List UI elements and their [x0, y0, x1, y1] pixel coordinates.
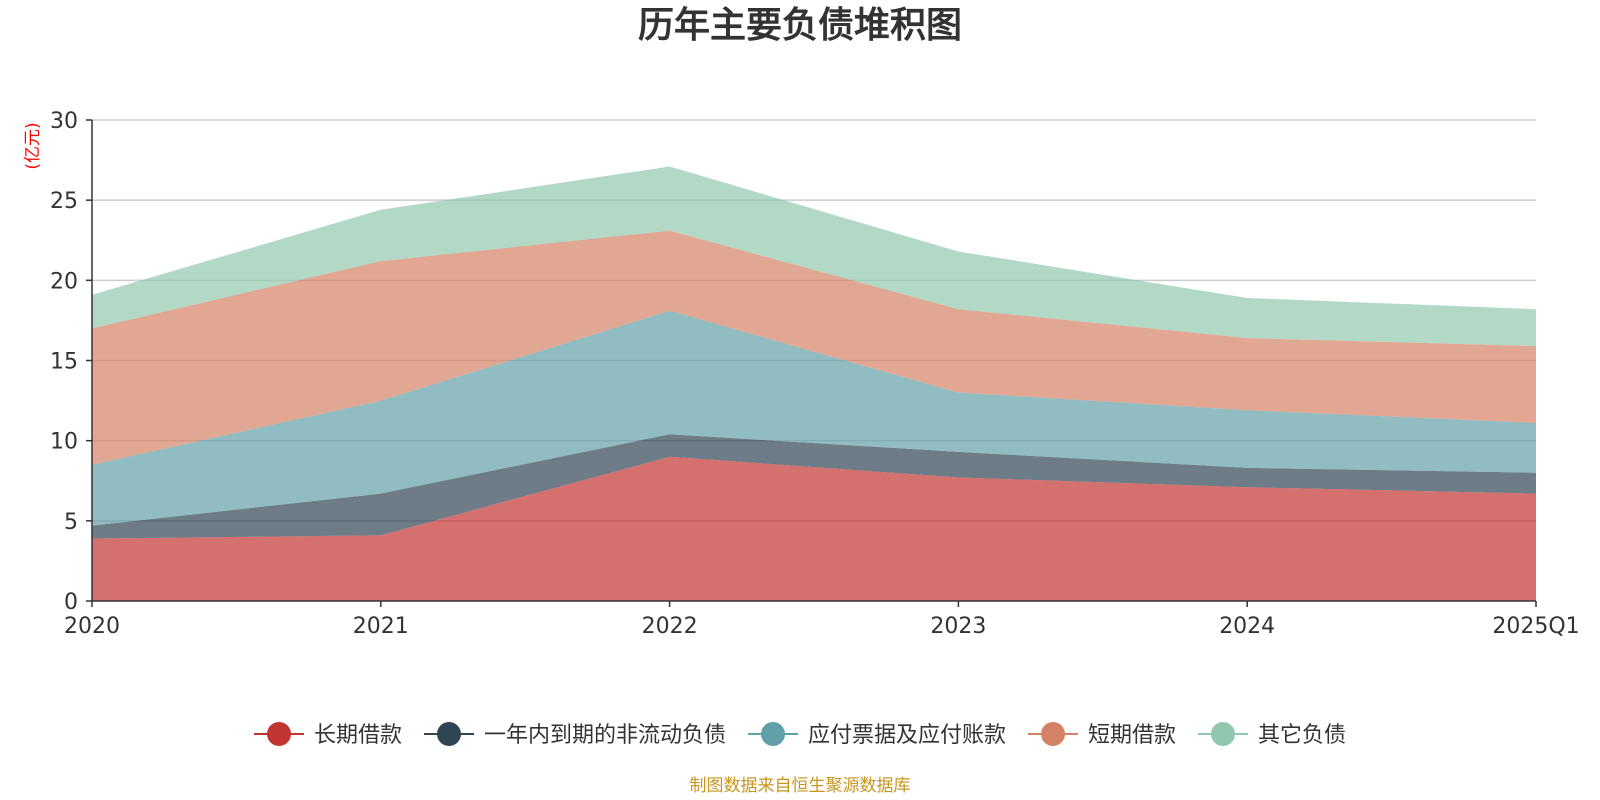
y-tick-label: 25 [50, 189, 78, 214]
axes: 0 5 10 15 20 25 30 2020 2021 2022 2023 2024 2025Q1 [50, 109, 1580, 639]
legend-item[interactable]: 长期借款 [254, 722, 402, 748]
source-note: 制图数据来自恒生聚源数据库 [690, 776, 911, 796]
x-tick-label: 2021 [353, 614, 409, 639]
y-tick-label: 10 [50, 430, 78, 455]
legend-label: 一年内到期的非流动负债 [484, 723, 726, 748]
legend-item[interactable]: 应付票据及应付账款 [748, 722, 1006, 748]
x-tick-label: 2023 [930, 614, 986, 639]
area-series [92, 456, 1536, 601]
y-axis-unit: (亿元) [23, 122, 43, 169]
legend-marker [1041, 722, 1065, 746]
plot-areas [92, 166, 1536, 601]
legend-marker [437, 722, 461, 746]
y-tick-label: 15 [50, 350, 78, 375]
y-tick-label: 20 [50, 269, 78, 294]
legend-item[interactable]: 短期借款 [1028, 722, 1176, 748]
x-tick-label: 2020 [64, 614, 120, 639]
x-tick-label: 2024 [1219, 614, 1275, 639]
legend-label: 其它负债 [1258, 723, 1346, 748]
legend-item[interactable]: 一年内到期的非流动负债 [424, 722, 726, 748]
x-tick-label: 2025Q1 [1492, 614, 1579, 639]
legend-label: 应付票据及应付账款 [808, 723, 1006, 748]
y-tick-label: 0 [64, 590, 78, 615]
legend-marker [761, 722, 785, 746]
chart-title: 历年主要负债堆积图 [638, 5, 962, 46]
legend-label: 长期借款 [314, 723, 402, 748]
legend-marker [267, 722, 291, 746]
legend[interactable]: 长期借款 一年内到期的非流动负债 应付票据及应付账款 短期借款 其它负债 [254, 722, 1346, 748]
y-tick-label: 30 [50, 109, 78, 134]
legend-marker [1211, 722, 1235, 746]
x-tick-label: 2022 [642, 614, 698, 639]
area-series [92, 230, 1536, 465]
y-tick-label: 5 [64, 510, 78, 535]
area-series [92, 434, 1536, 539]
legend-item[interactable]: 其它负债 [1198, 722, 1346, 748]
area-series [92, 166, 1536, 347]
area-series [92, 310, 1536, 526]
legend-label: 短期借款 [1088, 723, 1176, 748]
